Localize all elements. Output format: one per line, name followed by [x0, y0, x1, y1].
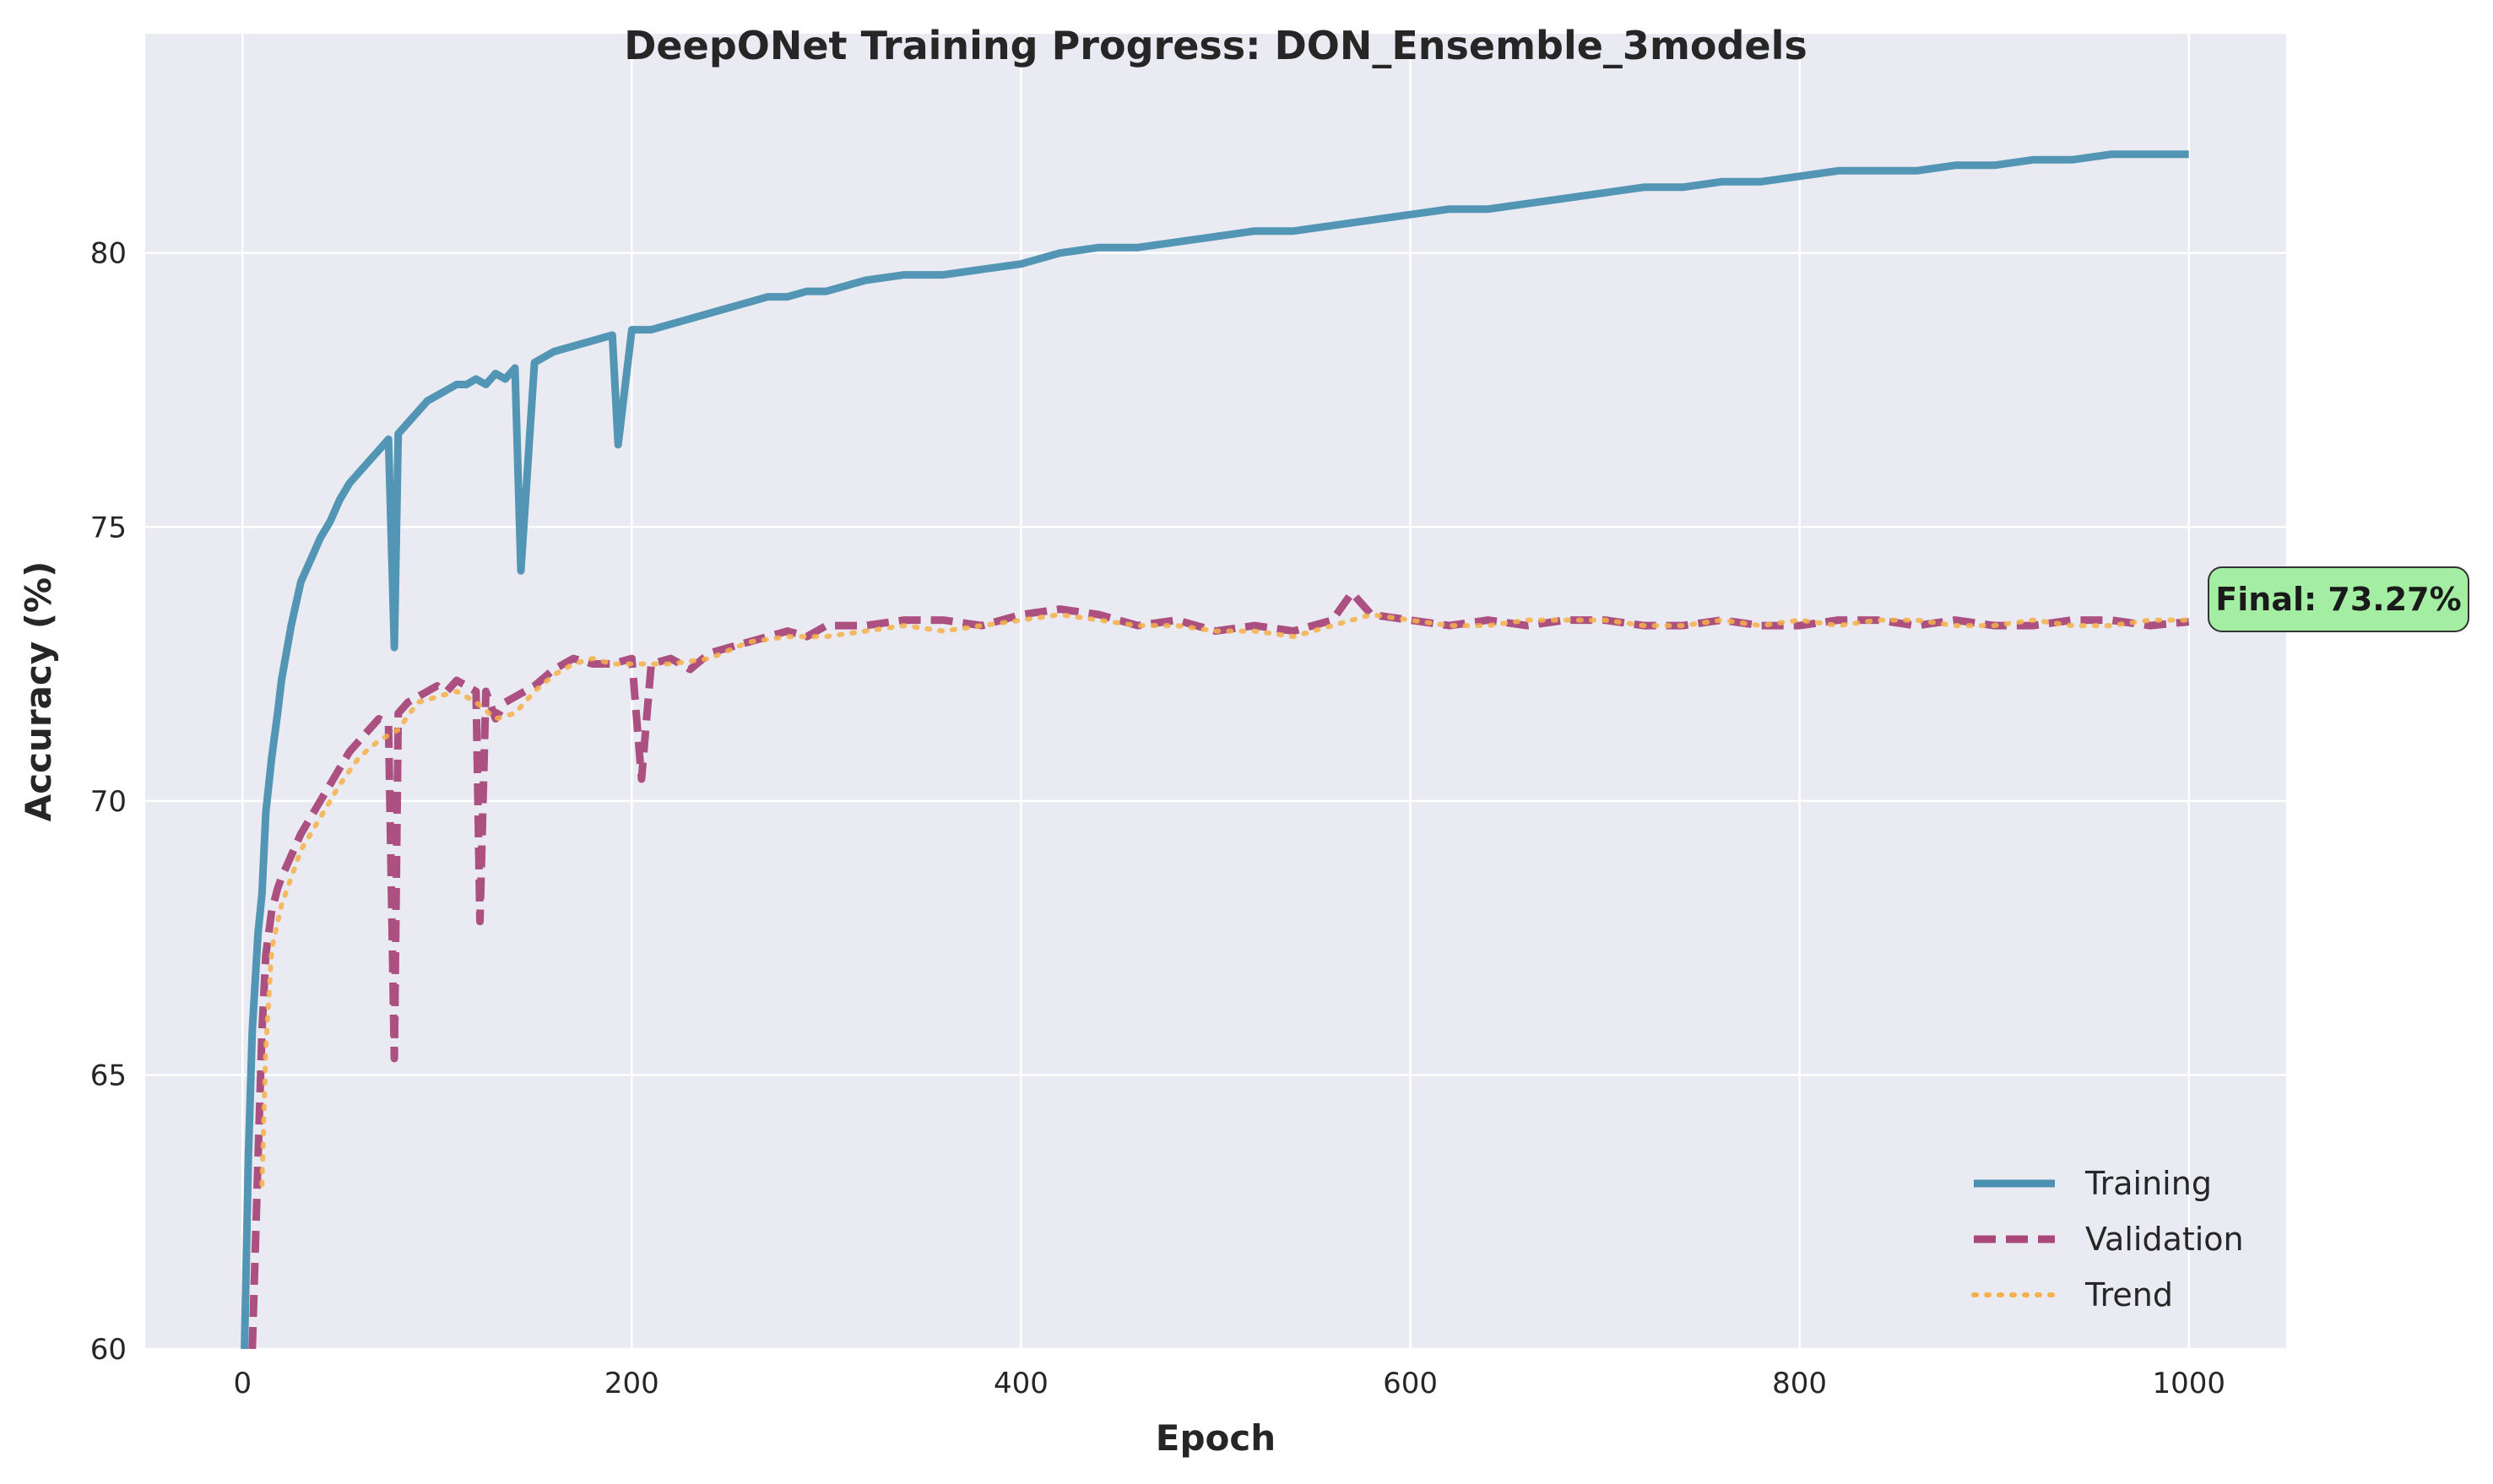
final-annotation-box	[2208, 566, 2469, 632]
series-line-validation	[248, 588, 2190, 1349]
y-tick-labels: 60 65 70 75 80	[90, 237, 127, 1367]
y-tick-label: 80	[90, 237, 127, 271]
x-tick-labels: 0 200 400 600 800 1000	[233, 1367, 2225, 1400]
x-tick-label: 1000	[2152, 1367, 2225, 1400]
legend: Training Validation Trend	[1971, 1165, 2244, 1313]
final-annotation: Final: 73.27%	[2208, 566, 2469, 632]
chart-title: DeepONet Training Progress: DON_Ensemble…	[624, 23, 1807, 68]
plot-background	[145, 34, 2286, 1349]
final-annotation-text: Final: 73.27%	[2215, 581, 2461, 618]
y-tick-label: 60	[90, 1333, 127, 1367]
grid	[145, 34, 2286, 1351]
legend-label-training: Training	[2084, 1165, 2212, 1202]
x-tick-label: 0	[233, 1367, 252, 1400]
series-line-trend	[259, 612, 2192, 1188]
legend-label-trend: Trend	[2084, 1276, 2173, 1313]
y-axis-label: Accuracy (%)	[18, 561, 59, 822]
x-tick-label: 800	[1772, 1367, 1827, 1400]
y-tick-label: 65	[90, 1059, 127, 1092]
x-tick-label: 600	[1383, 1367, 1438, 1400]
x-tick-label: 200	[604, 1367, 659, 1400]
series-line-training	[241, 150, 2189, 1349]
y-tick-label: 75	[90, 511, 127, 544]
series-layer	[241, 150, 2192, 1349]
legend-label-validation: Validation	[2085, 1221, 2244, 1258]
y-tick-label: 70	[90, 785, 127, 819]
x-tick-label: 400	[994, 1367, 1049, 1400]
x-axis-label: Epoch	[1156, 1417, 1276, 1459]
